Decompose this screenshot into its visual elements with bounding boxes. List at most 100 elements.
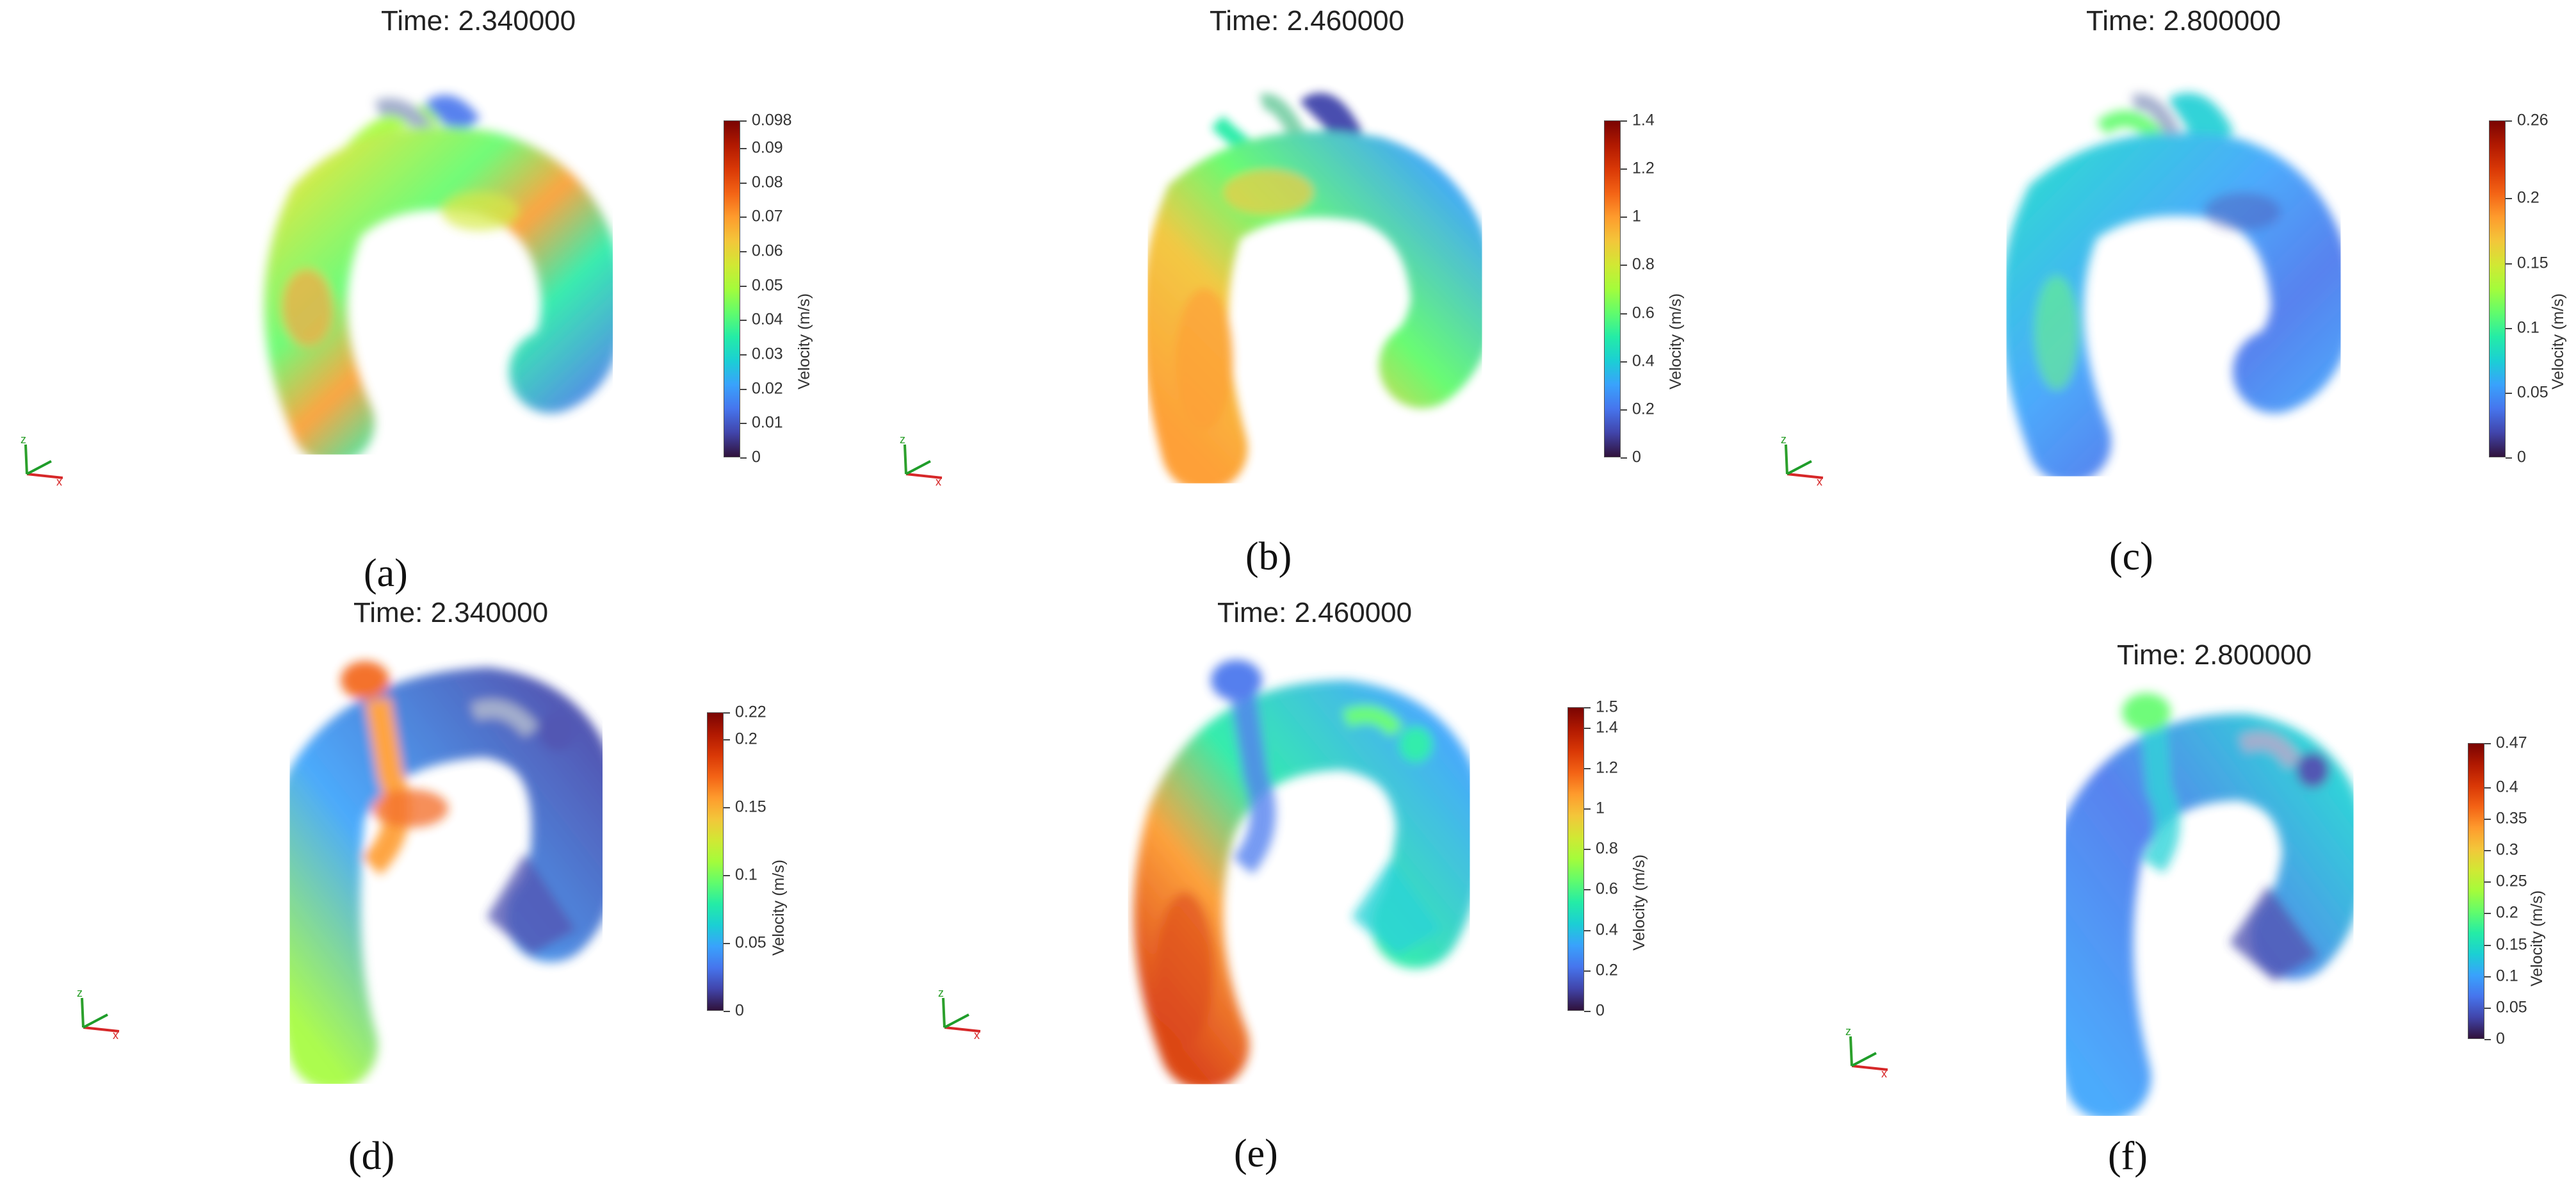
colorbar-tick-label: 0.05 [2496, 998, 2527, 1017]
orientation-axes-icon: x z [20, 436, 63, 487]
colorbar-tick [2484, 850, 2491, 852]
colorbar-tick-label: 1.4 [1632, 111, 1655, 129]
colorbar-tick-label: 0.01 [752, 413, 783, 432]
colorbar-tick [1621, 168, 1627, 170]
colorbar-tick-label: 0.15 [2517, 254, 2548, 272]
colorbar-tick-label: 0.1 [2496, 967, 2518, 985]
colorbar-tick-label: 0.08 [752, 173, 783, 192]
time-title: Time: 2.460000 [1210, 5, 1405, 37]
colorbar-tick-label: 0.4 [1632, 352, 1655, 370]
colorbar-tick-label: 0.1 [2517, 318, 2540, 337]
colorbar-tick [2484, 1039, 2491, 1040]
colorbar-tick-label: 0.2 [2496, 903, 2518, 922]
colorbar-gradient [2468, 743, 2484, 1039]
colorbar-gradient [1604, 120, 1621, 457]
time-title: Time: 2.800000 [2086, 5, 2281, 37]
colorbar-tick-label: 0.2 [2517, 188, 2540, 207]
colorbar-tick [1621, 120, 1627, 122]
colorbar-tick [740, 120, 747, 122]
colorbar-tick-label: 0 [1596, 1001, 1605, 1020]
orientation-axes-icon: x z [1845, 1027, 1888, 1079]
colorbar-tick-label: 0.09 [752, 138, 783, 157]
svg-text:z: z [20, 436, 26, 446]
velocity-colorbar: 0 0.05 0.1 0.15 0.2 0.25 0.3 0.35 0.4 0.47 Veloci… [2468, 734, 2546, 1048]
colorbar-tick-label: 0.15 [2496, 935, 2527, 954]
aorta-velocity-render-a [264, 95, 625, 464]
colorbar-tick [2484, 818, 2491, 820]
orientation-axes-icon: x z [900, 436, 943, 487]
colorbar-tick [1621, 457, 1627, 459]
colorbar-tick-label: 0.04 [752, 310, 783, 329]
svg-text:x: x [936, 475, 941, 487]
panel-f: Time: 2.800000 0 0.05 0.1 0.15 0.2 0.25 0.3 0.3… [1717, 597, 2576, 1194]
colorbar-tick-label: 0.6 [1632, 304, 1655, 322]
aorta-velocity-render-f [2046, 693, 2369, 1121]
colorbar-tick [2484, 976, 2491, 977]
colorbar-tick-label: 0.4 [1596, 920, 1618, 939]
colorbar-tick-label: 0.3 [2496, 840, 2518, 859]
colorbar-tick-label: 0.22 [735, 703, 766, 721]
colorbar-title: Velocity (m/s) [1630, 854, 1648, 951]
velocity-colorbar: 0 0.01 0.02 0.03 0.04 0.05 0.06 0.07 0.08 0.09 0.0… [724, 111, 813, 466]
colorbar-title: Velocity (m/s) [2528, 890, 2546, 986]
colorbar-tick-label: 1 [1632, 207, 1641, 225]
colorbar-tick-label: 0.2 [1596, 961, 1618, 979]
colorbar-tick-label: 1.4 [1596, 718, 1618, 737]
colorbar-gradient [1567, 707, 1584, 1011]
subfigure-label: (c) [2109, 535, 2153, 578]
colorbar-tick-label: 0.2 [735, 730, 757, 748]
colorbar-tick [740, 147, 747, 149]
colorbar-gradient [2489, 120, 2506, 457]
colorbar-tick-label: 0.05 [2517, 383, 2548, 402]
panel-a: Time: 2.340000 0 0.01 0.02 0.03 0.04 0.05 0.06… [0, 0, 859, 597]
colorbar-tick [1584, 970, 1591, 972]
aorta-velocity-render-c [2000, 93, 2355, 484]
colorbar-tick [740, 423, 747, 425]
colorbar-tick-label: 0.47 [2496, 733, 2527, 752]
svg-text:x: x [1817, 475, 1822, 487]
svg-text:x: x [974, 1029, 980, 1040]
colorbar-tick [1584, 727, 1591, 729]
colorbar-tick-label: 0 [2517, 448, 2526, 466]
colorbar-tick-label: 0.098 [752, 111, 792, 129]
time-title: Time: 2.460000 [1217, 597, 1413, 628]
velocity-colorbar: 0 0.2 0.4 0.6 0.8 1 1.2 1.4 1.5 Velocity (m/s) [1567, 698, 1648, 1020]
colorbar-tick [1621, 361, 1627, 363]
panel-d: Time: 2.340000 0 0.05 0.1 0.15 0.2 0.22 Veloc… [0, 597, 859, 1194]
colorbar-tick-label: 0 [735, 1001, 744, 1020]
colorbar-tick [2484, 881, 2491, 883]
colorbar-tick-label: 0.26 [2517, 111, 2548, 129]
colorbar-tick [1621, 217, 1627, 218]
colorbar-tick [2506, 198, 2512, 200]
colorbar-tick [1621, 313, 1627, 315]
colorbar-tick-label: 0.07 [752, 207, 783, 225]
velocity-colorbar: 0 0.2 0.4 0.6 0.8 1 1.2 1.4 Velocity (m/s) [1604, 111, 1685, 466]
colorbar-tick [2506, 392, 2512, 394]
svg-text:z: z [77, 989, 83, 999]
time-title: Time: 2.340000 [381, 5, 576, 37]
colorbar-tick-label: 0.15 [735, 797, 766, 816]
colorbar-tick-label: 0.05 [735, 933, 766, 952]
colorbar-tick-label: 1 [1596, 799, 1605, 817]
aorta-velocity-render-e [1133, 660, 1487, 1090]
colorbar-tick [724, 943, 730, 945]
time-title: Time: 2.800000 [2117, 639, 2312, 671]
colorbar-tick [740, 388, 747, 390]
subfigure-label: (a) [364, 552, 408, 595]
colorbar-gradient [724, 120, 740, 457]
colorbar-tick [724, 807, 730, 809]
subfigure-label: (b) [1245, 535, 1292, 578]
colorbar-tick [724, 739, 730, 741]
colorbar-tick-label: 1.2 [1632, 159, 1655, 177]
orientation-axes-icon: x z [938, 989, 981, 1040]
colorbar-tick-label: 1.5 [1596, 698, 1618, 716]
colorbar-tick-label: 0.4 [2496, 778, 2518, 796]
svg-text:z: z [900, 436, 905, 446]
colorbar-tick [2506, 327, 2512, 329]
svg-text:x: x [1881, 1067, 1887, 1079]
colorbar-tick-label: 0.8 [1632, 255, 1655, 274]
colorbar-title: Velocity (m/s) [770, 859, 788, 956]
colorbar-tick-label: 0 [752, 448, 761, 466]
colorbar-tick-label: 0.05 [752, 276, 783, 295]
panel-c: Time: 2.800000 0 0.05 0.1 0.15 0.2 0.26 Veloc… [1717, 0, 2576, 597]
